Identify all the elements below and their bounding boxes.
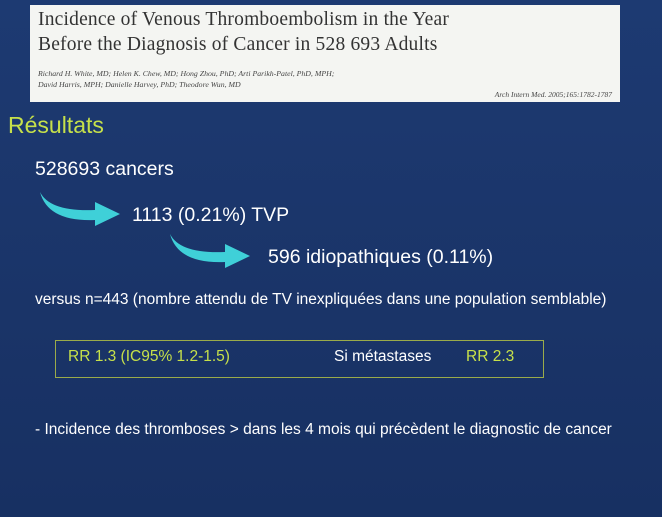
versus-text: versus n=443 (nombre attendu de TV inexp… — [35, 291, 607, 308]
article-title-line: Before the Diagnosis of Cancer in 528 69… — [38, 34, 438, 55]
metastases-rr: RR 2.3 — [466, 348, 515, 365]
flow-step: 596 idiopathiques (0.11%) — [268, 246, 494, 268]
authors-line: Richard H. White, MD; Helen K. Chew, MD;… — [38, 69, 335, 78]
arrow — [170, 234, 250, 268]
authors-line: David Harris, MPH; Danielle Harvey, PhD;… — [38, 80, 241, 89]
metastases-label: Si métastases — [334, 348, 432, 365]
note: - Incidence des thromboses > dans les 4 … — [35, 421, 612, 438]
section-title: Résultats — [8, 112, 104, 138]
article-header: Incidence of Venous Thromboembolism in t… — [30, 5, 620, 102]
article-title-line: Incidence of Venous Thromboembolism in t… — [38, 9, 450, 30]
rr-value: RR 1.3 (IC95% 1.2-1.5) — [68, 348, 230, 365]
citation: Arch Intern Med. 2005;165:1782-1787 — [494, 90, 612, 99]
rr-box: RR 1.3 (IC95% 1.2-1.5) Si métastases RR … — [55, 340, 544, 378]
flow-step: 528693 cancers — [35, 158, 174, 180]
arrow — [40, 192, 120, 226]
flow-step: 1113 (0.21%) TVP — [132, 204, 290, 226]
